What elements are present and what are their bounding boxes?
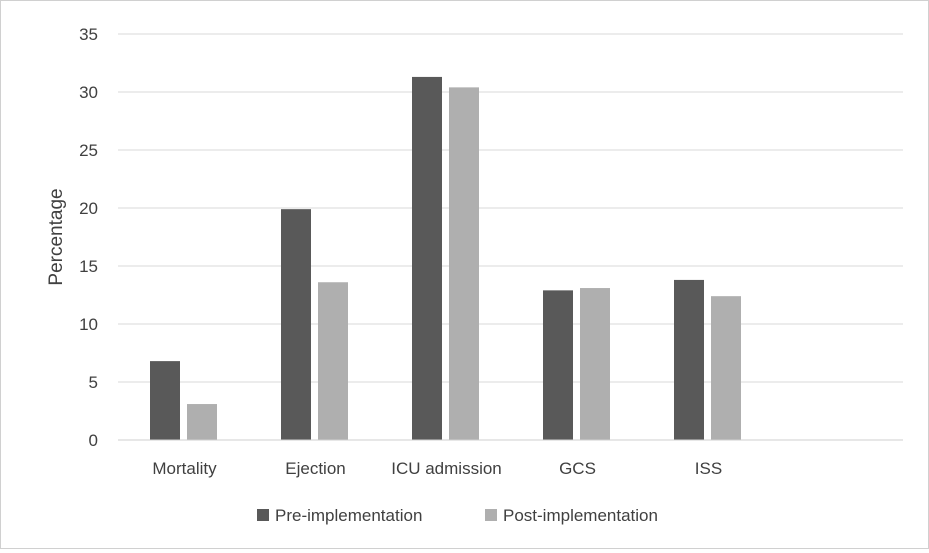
x-tick-label: Mortality	[152, 459, 217, 478]
x-tick-label: GCS	[559, 459, 596, 478]
y-axis-label: Percentage	[46, 188, 67, 285]
legend-swatch	[485, 509, 497, 521]
y-tick-label: 20	[79, 199, 98, 218]
bar-post-ejection	[318, 282, 348, 440]
y-tick-label: 30	[79, 83, 98, 102]
legend: Pre-implementation Post-implementation	[257, 506, 658, 525]
bar-post-iss	[711, 296, 741, 440]
bar-pre-iss	[674, 279, 704, 440]
y-tick-label: 10	[79, 315, 98, 334]
bars	[150, 76, 741, 441]
x-tick-label: Ejection	[285, 459, 345, 478]
bar-post-gcs	[580, 288, 610, 440]
legend-swatch	[257, 509, 269, 521]
legend-label: Pre-implementation	[275, 506, 422, 525]
bar-post-mortality	[187, 404, 217, 440]
y-tick-label: 5	[89, 373, 98, 392]
y-tick-label: 0	[89, 431, 98, 450]
x-tick-label: ISS	[695, 459, 722, 478]
y-axis-ticks: 0 5 10 15 20 25 30 35	[79, 25, 98, 450]
y-tick-label: 15	[79, 257, 98, 276]
y-tick-label: 25	[79, 141, 98, 160]
legend-label: Post-implementation	[503, 506, 658, 525]
x-axis-ticks: Mortality Ejection ICU admission GCS ISS	[152, 459, 722, 478]
bar-pre-gcs	[543, 290, 573, 440]
bar-post-icu-admission	[449, 87, 479, 441]
gridlines	[118, 33, 903, 383]
y-tick-label: 35	[79, 25, 98, 44]
bar-pre-icu-admission	[412, 76, 442, 441]
bar-pre-mortality	[150, 361, 180, 440]
bar-pre-ejection	[281, 209, 311, 440]
x-tick-label: ICU admission	[391, 459, 502, 478]
